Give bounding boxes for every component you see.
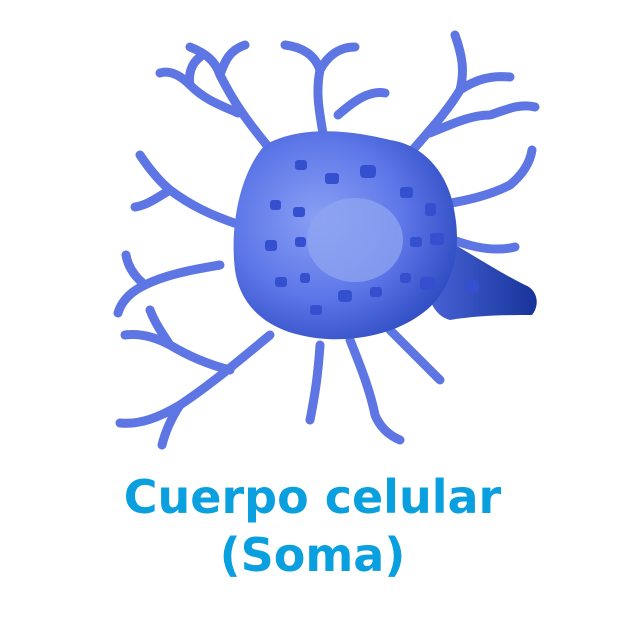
granule [310,305,322,315]
nissl-granules [265,160,479,315]
granule [338,290,352,302]
dendrite-lower-left [115,305,275,450]
granule [270,200,281,210]
granule [410,237,422,247]
granule [370,287,382,297]
granule [300,273,310,283]
granule [295,237,306,247]
granule [295,160,307,170]
nucleus [307,198,403,282]
caption: Cuerpo celular (Soma) [0,468,625,584]
granule [325,173,339,184]
dendrite-top-center [280,40,390,150]
granule [275,277,287,287]
granule [360,165,376,178]
dendrite-upper-left [155,40,280,160]
dendrite-bottom [305,325,445,445]
caption-subtitle: (Soma) [219,528,406,582]
dendrite-top-right [395,30,540,170]
granule [400,187,413,198]
granule [430,233,444,245]
caption-title: Cuerpo celular [123,470,502,524]
granule [465,280,479,292]
granule [420,277,436,290]
dendrite-left [113,150,245,318]
neuron-soma-illustration [113,30,540,450]
granule [293,207,305,217]
granule [265,240,277,251]
granule [400,273,411,283]
granule [425,203,436,216]
